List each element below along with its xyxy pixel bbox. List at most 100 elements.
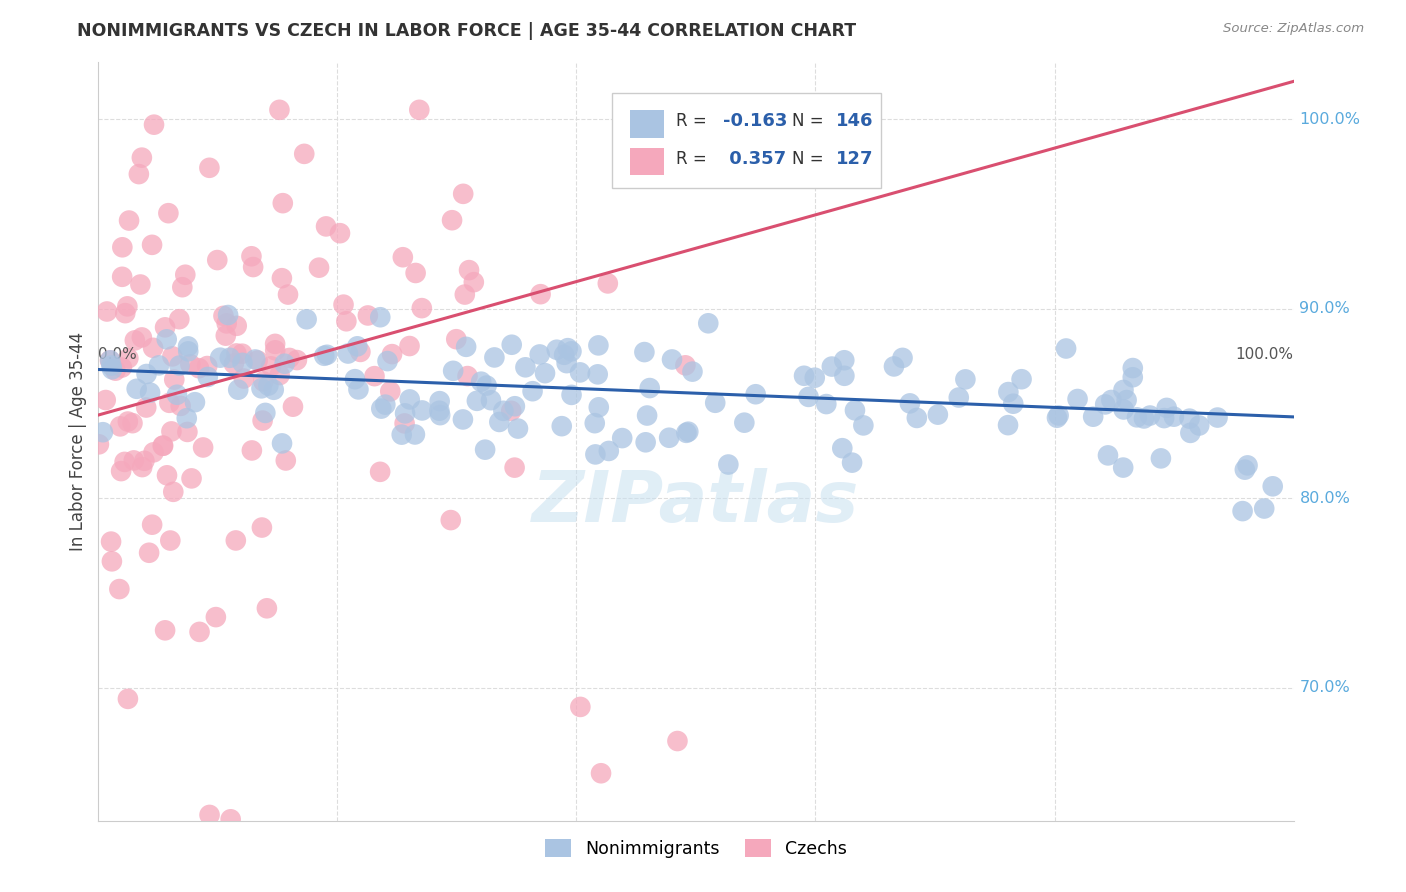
Point <box>697 316 720 330</box>
Point <box>271 196 294 211</box>
Point <box>271 436 294 450</box>
Point <box>1097 449 1119 463</box>
Point <box>1150 451 1173 466</box>
Point <box>254 406 277 420</box>
Point <box>534 366 557 380</box>
Point <box>569 700 592 714</box>
Point <box>492 404 515 418</box>
Point <box>222 357 245 371</box>
Text: 0.0%: 0.0% <box>98 347 138 362</box>
Point <box>166 388 188 402</box>
Point <box>114 455 136 469</box>
Point <box>834 368 856 383</box>
Point <box>583 447 606 461</box>
Text: Source: ZipAtlas.com: Source: ZipAtlas.com <box>1223 22 1364 36</box>
Point <box>131 330 153 344</box>
Point <box>553 348 575 362</box>
Point <box>583 416 606 430</box>
Point <box>883 359 905 374</box>
Point <box>479 393 502 408</box>
Point <box>110 464 132 478</box>
Point <box>1011 372 1033 386</box>
Point <box>111 240 134 254</box>
Point <box>257 378 280 392</box>
Point <box>172 280 194 294</box>
Point <box>156 468 179 483</box>
Point <box>429 408 451 422</box>
Text: 90.0%: 90.0% <box>1299 301 1350 317</box>
Point <box>555 356 578 370</box>
Point <box>177 339 200 353</box>
Point <box>374 398 396 412</box>
Point <box>198 161 221 175</box>
Point <box>117 299 139 313</box>
Point <box>682 365 704 379</box>
Point <box>153 624 176 638</box>
Point <box>215 317 238 331</box>
Point <box>142 341 165 355</box>
Point <box>240 443 263 458</box>
Text: R =: R = <box>676 112 706 130</box>
Point <box>111 360 134 375</box>
Point <box>169 399 191 413</box>
Point <box>392 250 415 264</box>
Point <box>1206 410 1229 425</box>
Point <box>515 360 537 375</box>
Point <box>121 416 143 430</box>
Point <box>134 454 156 468</box>
Point <box>997 418 1019 433</box>
Point <box>733 416 755 430</box>
Point <box>188 361 211 376</box>
Point <box>315 219 337 234</box>
Point <box>240 249 263 263</box>
Point <box>246 353 269 368</box>
Text: N =: N = <box>792 150 823 168</box>
Point <box>191 441 214 455</box>
Point <box>357 309 380 323</box>
Point <box>176 425 198 439</box>
Point <box>612 431 634 445</box>
Point <box>666 734 689 748</box>
Point <box>1180 425 1202 440</box>
Point <box>205 610 228 624</box>
FancyBboxPatch shape <box>630 148 664 176</box>
Point <box>335 314 357 328</box>
Point <box>370 401 392 416</box>
Point <box>501 337 523 351</box>
Point <box>207 253 229 268</box>
Point <box>1112 402 1135 417</box>
Point <box>129 277 152 292</box>
Point <box>381 347 404 361</box>
Point <box>1002 397 1025 411</box>
Point <box>1188 418 1211 433</box>
Point <box>658 431 681 445</box>
Point <box>250 381 273 395</box>
Point <box>852 418 875 433</box>
Point <box>264 343 287 358</box>
Point <box>898 396 921 410</box>
Point <box>314 349 336 363</box>
Point <box>463 275 485 289</box>
Point <box>404 427 426 442</box>
Point <box>678 425 700 439</box>
Point <box>391 427 413 442</box>
Point <box>1054 342 1077 356</box>
Point <box>636 409 658 423</box>
Point <box>347 383 370 397</box>
Point <box>157 396 180 410</box>
Point <box>226 383 249 397</box>
Point <box>176 411 198 425</box>
Text: 70.0%: 70.0% <box>1299 681 1350 696</box>
Point <box>124 334 146 348</box>
Point <box>474 442 496 457</box>
Point <box>551 419 574 434</box>
Point <box>546 343 568 357</box>
Point <box>252 414 274 428</box>
Point <box>250 520 273 534</box>
Point <box>138 546 160 560</box>
Point <box>162 350 184 364</box>
Point <box>231 356 253 370</box>
Point <box>596 277 619 291</box>
Point <box>394 406 416 420</box>
Point <box>131 151 153 165</box>
